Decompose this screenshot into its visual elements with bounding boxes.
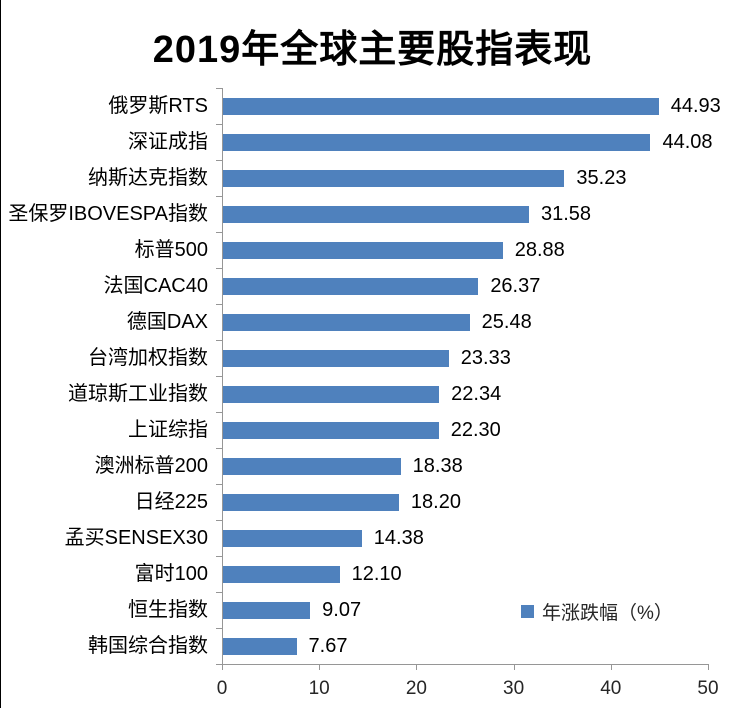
category-label: 孟买SENSEX30: [64, 527, 208, 549]
category-label: 上证综指: [128, 419, 208, 441]
category-label: 台湾加权指数: [88, 347, 208, 369]
bar: [222, 385, 440, 403]
legend: 年涨跌幅（%）: [521, 598, 673, 625]
value-label: 44.08: [662, 131, 713, 153]
x-axis-tick-label: 20: [405, 678, 427, 699]
chart-title: 2019年全球主要股指表现: [152, 29, 593, 71]
y-axis-tick: [216, 664, 222, 665]
x-axis-tick-label: 50: [697, 678, 719, 699]
bar: [222, 493, 399, 511]
bar: [222, 133, 651, 151]
category-label: 德国DAX: [126, 311, 208, 333]
category-label: 法国CAC40: [103, 275, 208, 297]
category-label: 深证成指: [128, 131, 208, 153]
value-label: 23.33: [460, 347, 511, 369]
bar: [222, 97, 659, 115]
bar: [222, 565, 340, 583]
category-label: 日经225: [134, 491, 208, 513]
bar: [222, 601, 311, 619]
legend-marker-icon: [521, 605, 534, 618]
y-axis-tick: [216, 268, 222, 269]
x-axis-tick: [319, 664, 321, 670]
y-axis-tick: [216, 448, 222, 449]
value-label: 12.10: [351, 563, 402, 585]
x-axis-line: [222, 664, 709, 665]
category-label: 圣保罗IBOVESPA指数: [8, 203, 208, 225]
category-label: 澳洲标普200: [94, 455, 208, 477]
x-axis-tick: [222, 664, 223, 670]
bar: [222, 637, 297, 655]
value-label: 18.38: [412, 455, 463, 477]
x-axis-tick: [708, 664, 709, 670]
category-label: 道琼斯工业指数: [68, 383, 208, 405]
value-label: 44.93: [670, 95, 721, 117]
bar: [222, 349, 449, 367]
value-label: 22.34: [451, 383, 502, 405]
value-label: 9.07: [322, 599, 362, 621]
category-label: 俄罗斯RTS: [108, 95, 208, 117]
y-axis-tick: [216, 520, 222, 521]
value-label: 31.58: [540, 203, 592, 225]
x-axis-tick-label: 30: [503, 678, 525, 699]
bar: [222, 457, 401, 475]
x-axis-tick: [610, 664, 612, 670]
category-label: 恒生指数: [128, 599, 208, 621]
bar: [222, 169, 565, 187]
y-axis-tick: [216, 196, 222, 197]
x-axis-tick: [416, 664, 418, 670]
x-axis-tick-label: 40: [600, 678, 622, 699]
bar: [222, 529, 362, 547]
y-axis-tick: [216, 376, 222, 377]
value-label: 28.88: [514, 239, 565, 261]
value-label: 18.20: [410, 491, 461, 513]
y-axis-tick: [216, 340, 222, 341]
y-axis-tick: [216, 160, 222, 161]
value-label: 14.38: [373, 527, 424, 549]
x-axis-tick-label: 0: [216, 678, 228, 699]
category-label: 纳斯达克指数: [88, 167, 208, 189]
category-label: 标普500: [134, 239, 208, 261]
y-axis-line: [222, 88, 223, 664]
legend-label: 年涨跌幅（%）: [542, 603, 673, 624]
bar: [222, 421, 439, 439]
y-axis-tick: [216, 304, 222, 305]
y-axis-tick: [216, 232, 222, 233]
category-label: 富时100: [134, 563, 208, 585]
left-border-line: [0, 0, 1, 708]
value-label: 35.23: [576, 167, 627, 189]
bar: [222, 241, 503, 259]
y-axis-tick: [216, 484, 222, 485]
bar: [222, 313, 470, 331]
x-axis-tick-label: 10: [308, 678, 330, 699]
y-axis-tick: [216, 628, 222, 629]
value-label: 7.67: [308, 635, 348, 657]
bar: [222, 277, 479, 295]
value-label: 26.37: [490, 275, 541, 297]
y-axis-tick: [216, 592, 222, 593]
y-axis-tick: [216, 124, 222, 125]
y-axis-tick: [216, 88, 222, 89]
category-label: 韩国综合指数: [88, 635, 208, 657]
value-label: 25.48: [481, 311, 532, 333]
x-axis-tick: [513, 664, 515, 670]
y-axis-tick: [216, 556, 222, 557]
y-axis-tick: [216, 412, 222, 413]
bar: [222, 205, 529, 223]
value-label: 22.30: [450, 419, 501, 441]
